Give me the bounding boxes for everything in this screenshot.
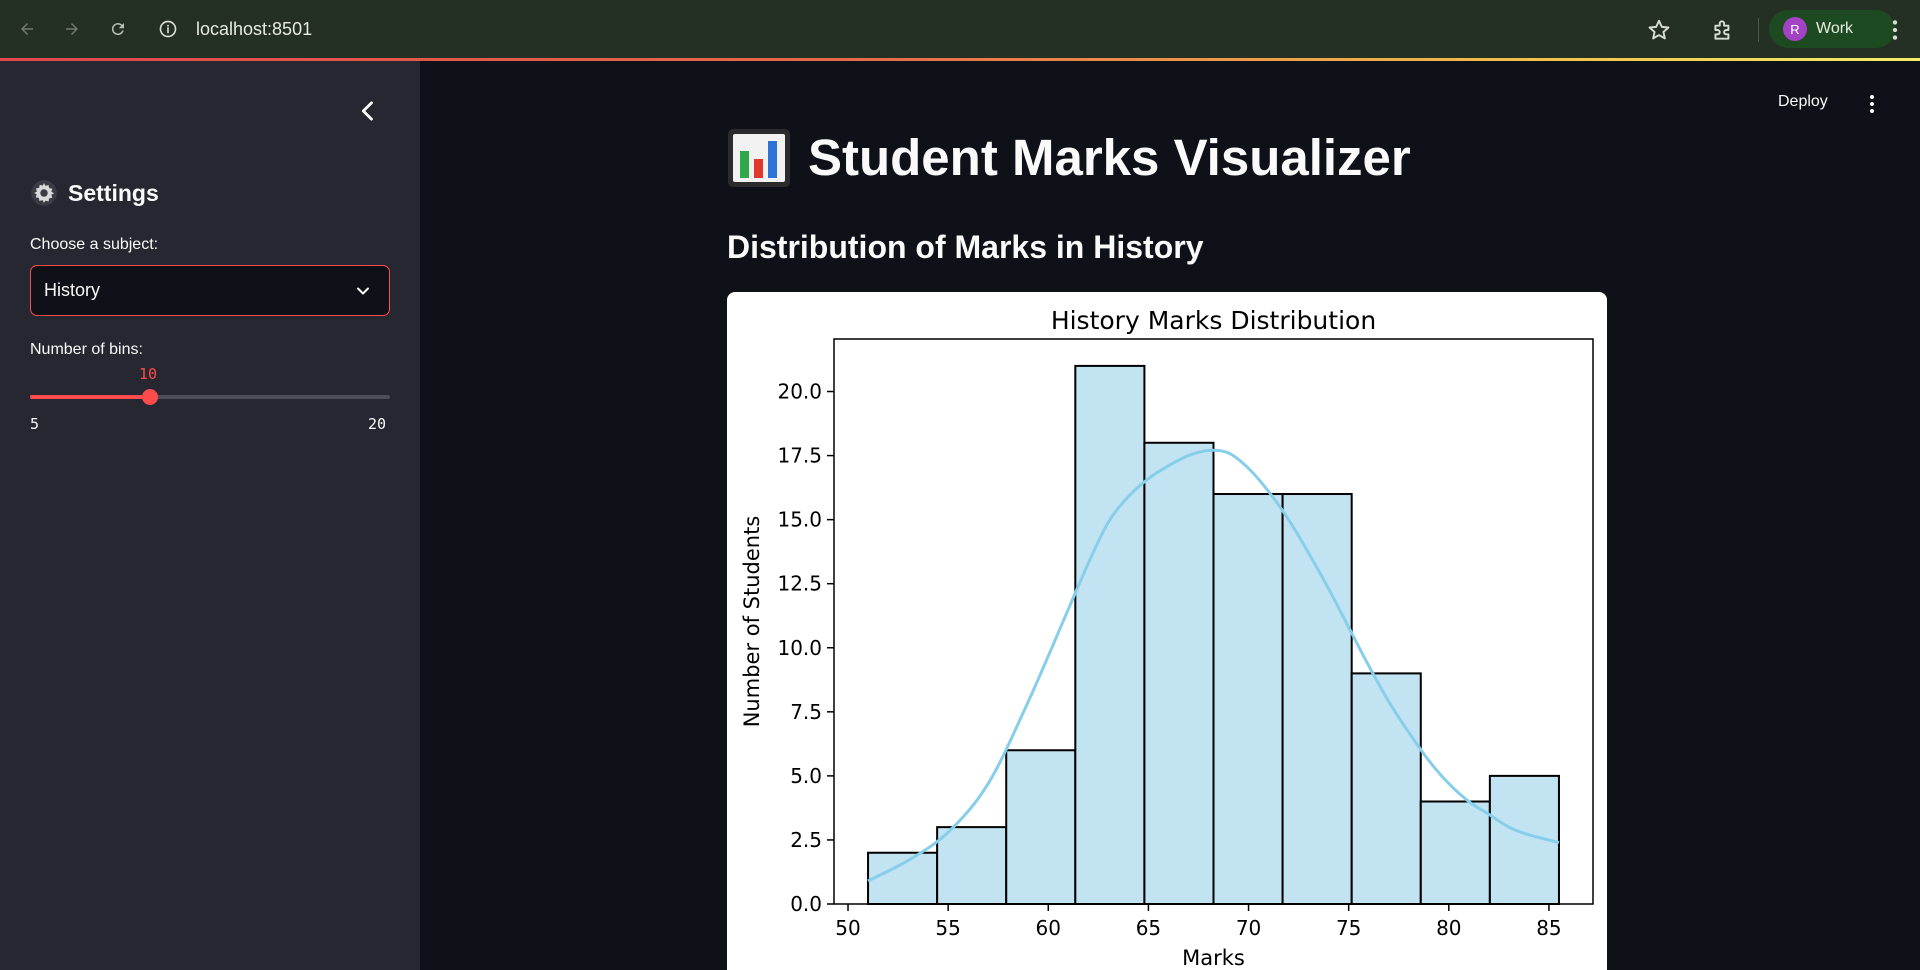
chart-subheader: Distribution of Marks in History — [727, 229, 1204, 265]
y-tick-label: 2.5 — [790, 828, 822, 852]
page-title-text: Student Marks Visualizer — [808, 129, 1411, 186]
loading-accent-line — [0, 58, 1920, 61]
y-axis-label: Number of Students — [740, 516, 764, 728]
histogram-bar — [1419, 800, 1491, 906]
bins-label: Number of bins: — [30, 341, 143, 358]
y-tick-label: 17.5 — [777, 444, 822, 468]
x-tick-label: 65 — [1136, 916, 1161, 940]
subject-select[interactable]: History — [30, 265, 390, 316]
site-info-icon[interactable] — [158, 19, 178, 39]
gear-icon — [31, 180, 57, 206]
sidebar-title-text: Settings — [68, 179, 159, 206]
x-tick-label: 50 — [835, 916, 860, 940]
profile-label: Work — [1816, 20, 1854, 37]
bins-slider-min: 5 — [30, 415, 40, 433]
chart-container: 0.0 2.5 5.0 7.5 10.0 12.5 15.0 17.5 20.0 50 55 60 6… — [727, 292, 1607, 970]
y-tick-label: 7.5 — [790, 700, 822, 724]
x-tick-label: 85 — [1536, 916, 1561, 940]
x-tick-label: 55 — [935, 916, 960, 940]
subject-label: Choose a subject: — [30, 236, 159, 253]
url-bar[interactable]: localhost:8501 — [196, 19, 313, 39]
bins-slider-fill — [30, 395, 150, 399]
profile-button[interactable]: R Work — [1769, 10, 1895, 48]
x-tick-label: 80 — [1436, 916, 1461, 940]
page-title: Student Marks Visualizer — [728, 128, 1411, 187]
bins-slider-value: 10 — [139, 365, 158, 383]
subject-select-value: History — [44, 280, 101, 300]
bins-slider-max: 20 — [368, 415, 387, 433]
kde-curve — [867, 448, 1560, 883]
x-axis-label: Marks — [1182, 946, 1245, 970]
back-arrow-icon[interactable] — [12, 14, 42, 44]
browser-toolbar: localhost:8501 R Work — [0, 0, 1920, 60]
main-menu-icon[interactable] — [1860, 92, 1884, 116]
sidebar-title: Settings — [30, 179, 159, 207]
histogram-bar — [1350, 672, 1422, 905]
avatar: R — [1783, 17, 1807, 41]
x-tick-label: 60 — [1036, 916, 1061, 940]
x-tick-label: 70 — [1236, 916, 1261, 940]
chart-title: History Marks Distribution — [1051, 306, 1376, 335]
histogram-bar — [1281, 493, 1353, 905]
bookmark-star-icon[interactable] — [1646, 17, 1672, 43]
chevron-down-icon — [353, 281, 373, 301]
extensions-icon[interactable] — [1710, 17, 1736, 43]
more-vert-icon[interactable] — [1882, 17, 1908, 43]
histogram-bar — [1212, 493, 1284, 905]
bins-slider-thumb[interactable] — [142, 389, 158, 405]
histogram-bar — [936, 826, 1008, 906]
y-tick-label: 5.0 — [790, 764, 822, 788]
chevron-left-icon[interactable] — [354, 97, 382, 125]
sidebar: Settings Choose a subject: History Numbe… — [0, 61, 420, 970]
deploy-button[interactable]: Deploy — [1778, 93, 1828, 110]
y-tick-label: 12.5 — [777, 572, 822, 596]
toolbar-divider — [1758, 18, 1759, 42]
histogram-chart: 0.0 2.5 5.0 7.5 10.0 12.5 15.0 17.5 20.0 50 55 60 6… — [740, 306, 1594, 970]
bins-slider[interactable] — [30, 389, 390, 405]
histogram-bar — [1005, 749, 1077, 906]
x-tick-label: 75 — [1336, 916, 1361, 940]
y-tick-label: 0.0 — [790, 892, 822, 916]
histogram-bar — [1074, 364, 1146, 905]
y-tick-label: 10.0 — [777, 636, 822, 660]
reload-icon[interactable] — [103, 14, 133, 44]
y-tick-label: 20.0 — [777, 380, 822, 404]
forward-arrow-icon[interactable] — [57, 14, 87, 44]
plot-area-frame — [833, 338, 1594, 905]
histogram-bar — [1143, 441, 1215, 905]
bar-chart-icon — [728, 128, 790, 187]
histogram-bar — [867, 851, 939, 905]
y-tick-label: 15.0 — [777, 508, 822, 532]
